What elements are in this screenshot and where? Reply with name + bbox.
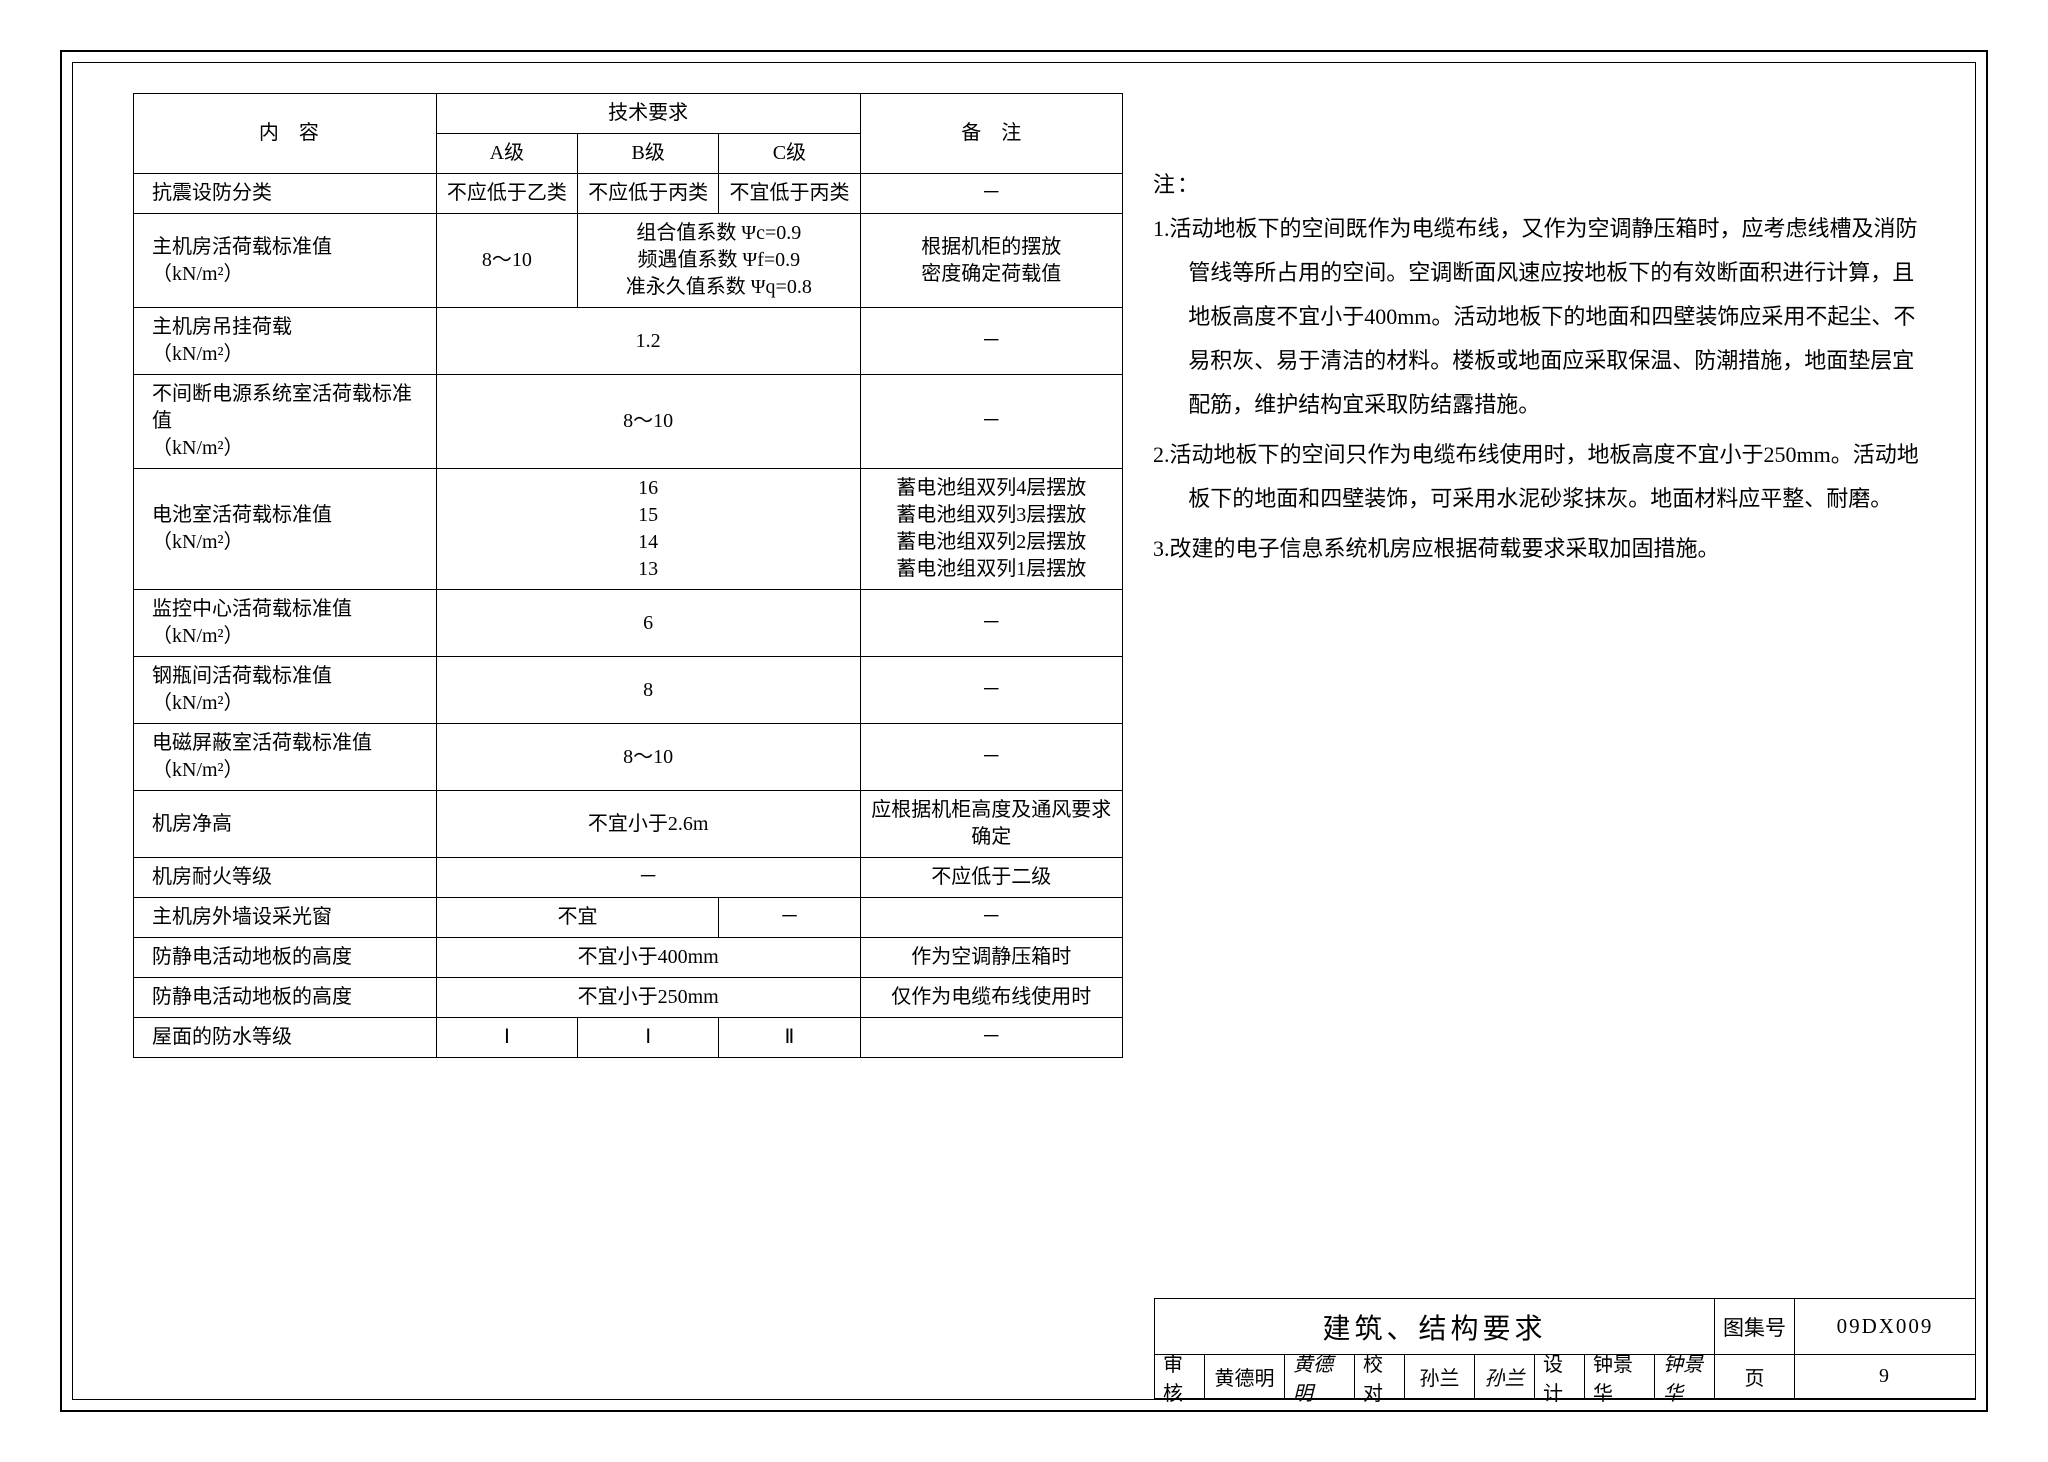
table-cell: 不宜 [436, 898, 719, 938]
table-cell: 防静电活动地板的高度 [134, 938, 437, 978]
table-row: 防静电活动地板的高度不宜小于250mm仅作为电缆布线使用时 [134, 978, 1123, 1018]
design-label: 设计 [1535, 1355, 1585, 1399]
table-cell: 不应低于丙类 [578, 174, 719, 214]
table-cell: － [860, 174, 1122, 214]
table-cell: － [860, 724, 1122, 791]
table-cell: 16151413 [436, 469, 860, 590]
note-item: 1.活动地板下的空间既作为电缆布线，又作为空调静压箱时，应考虑线槽及消防管线等所… [1153, 207, 1935, 427]
table-cell: 1.2 [436, 308, 860, 375]
table-cell: 不应低于乙类 [436, 174, 577, 214]
table-cell: 主机房活荷载标准值（kN/m²） [134, 214, 437, 308]
table-row: 机房净高不宜小于2.6m应根据机柜高度及通风要求确定 [134, 791, 1123, 858]
table-cell: 8～10 [436, 724, 860, 791]
title-block: 建筑、结构要求 图集号 09DX009 审核 黄德明 黄德明 校对 孙兰 孙兰 … [1154, 1298, 1975, 1399]
table-cell: － [719, 898, 860, 938]
table-cell: 主机房外墙设采光窗 [134, 898, 437, 938]
table-cell: 机房净高 [134, 791, 437, 858]
notes-label: 注： [1153, 163, 1935, 207]
check-name: 孙兰 [1405, 1355, 1475, 1399]
table-row: 不间断电源系统室活荷载标准值（kN/m²）8～10－ [134, 375, 1123, 469]
notes-body: 1.活动地板下的空间既作为电缆布线，又作为空调静压箱时，应考虑线槽及消防管线等所… [1153, 207, 1935, 571]
table-cell: 蓄电池组双列4层摆放蓄电池组双列3层摆放蓄电池组双列2层摆放蓄电池组双列1层摆放 [860, 469, 1122, 590]
table-cell: － [860, 308, 1122, 375]
note-item: 3.改建的电子信息系统机房应根据荷载要求采取加固措施。 [1153, 527, 1935, 571]
th-b: B级 [578, 134, 719, 174]
atlas-value: 09DX009 [1795, 1299, 1975, 1355]
table-cell: － [860, 898, 1122, 938]
review-name: 黄德明 [1205, 1355, 1285, 1399]
table-cell: 作为空调静压箱时 [860, 938, 1122, 978]
table-cell: 不宜低于丙类 [719, 174, 860, 214]
review-label: 审核 [1155, 1355, 1205, 1399]
table-cell: 不宜小于400mm [436, 938, 860, 978]
atlas-label: 图集号 [1715, 1299, 1795, 1355]
table-cell: － [860, 375, 1122, 469]
table-cell: 机房耐火等级 [134, 858, 437, 898]
table-row: 主机房吊挂荷载（kN/m²）1.2－ [134, 308, 1123, 375]
page-label: 页 [1715, 1355, 1795, 1399]
table-row: 主机房活荷载标准值（kN/m²）8～10组合值系数 Ψc=0.9频遇值系数 Ψf… [134, 214, 1123, 308]
table-row: 监控中心活荷载标准值（kN/m²）6－ [134, 590, 1123, 657]
table-cell: － [860, 1018, 1122, 1058]
table-row: 电池室活荷载标准值（kN/m²）16151413蓄电池组双列4层摆放蓄电池组双列… [134, 469, 1123, 590]
note-item: 2.活动地板下的空间只作为电缆布线使用时，地板高度不宜小于250mm。活动地板下… [1153, 433, 1935, 521]
th-content: 内 容 [134, 94, 437, 174]
table-cell: 主机房吊挂荷载（kN/m²） [134, 308, 437, 375]
table-cell: Ⅰ [436, 1018, 577, 1058]
table-cell: Ⅱ [719, 1018, 860, 1058]
table-cell: 不宜小于2.6m [436, 791, 860, 858]
design-name: 钟景华 [1585, 1355, 1655, 1399]
table-cell: 应根据机柜高度及通风要求确定 [860, 791, 1122, 858]
table-cell: － [860, 657, 1122, 724]
table-cell: 不宜小于250mm [436, 978, 860, 1018]
page-value: 9 [1795, 1355, 1975, 1399]
table-cell: 8 [436, 657, 860, 724]
table-cell: 根据机柜的摆放密度确定荷载值 [860, 214, 1122, 308]
th-c: C级 [719, 134, 860, 174]
table-cell: 组合值系数 Ψc=0.9频遇值系数 Ψf=0.9准永久值系数 Ψq=0.8 [578, 214, 861, 308]
table-cell: 8～10 [436, 375, 860, 469]
table-cell: － [860, 590, 1122, 657]
table-row: 钢瓶间活荷载标准值（kN/m²）8－ [134, 657, 1123, 724]
spec-table: 内 容 技术要求 备 注 A级 B级 C级 抗震设防分类不应低于乙类不应低于丙类… [133, 93, 1123, 1058]
table-row: 防静电活动地板的高度不宜小于400mm作为空调静压箱时 [134, 938, 1123, 978]
th-a: A级 [436, 134, 577, 174]
check-signature: 孙兰 [1475, 1355, 1535, 1399]
table-cell: 抗震设防分类 [134, 174, 437, 214]
table-cell: 电磁屏蔽室活荷载标准值（kN/m²） [134, 724, 437, 791]
th-remark: 备 注 [860, 94, 1122, 174]
table-row: 抗震设防分类不应低于乙类不应低于丙类不宜低于丙类－ [134, 174, 1123, 214]
table-cell: 钢瓶间活荷载标准值（kN/m²） [134, 657, 437, 724]
table-cell: 屋面的防水等级 [134, 1018, 437, 1058]
table-row: 机房耐火等级－不应低于二级 [134, 858, 1123, 898]
table-cell: Ⅰ [578, 1018, 719, 1058]
table-row: 主机房外墙设采光窗不宜－－ [134, 898, 1123, 938]
table-cell: 不应低于二级 [860, 858, 1122, 898]
design-signature: 钟景华 [1655, 1355, 1715, 1399]
review-signature: 黄德明 [1285, 1355, 1355, 1399]
table-cell: 电池室活荷载标准值（kN/m²） [134, 469, 437, 590]
table-cell: 8～10 [436, 214, 577, 308]
table-cell: 仅作为电缆布线使用时 [860, 978, 1122, 1018]
table-cell: － [436, 858, 860, 898]
table-row: 屋面的防水等级ⅠⅠⅡ－ [134, 1018, 1123, 1058]
check-label: 校对 [1355, 1355, 1405, 1399]
table-cell: 6 [436, 590, 860, 657]
table-cell: 监控中心活荷载标准值（kN/m²） [134, 590, 437, 657]
table-cell: 不间断电源系统室活荷载标准值（kN/m²） [134, 375, 437, 469]
th-tech: 技术要求 [436, 94, 860, 134]
table-cell: 防静电活动地板的高度 [134, 978, 437, 1018]
table-row: 电磁屏蔽室活荷载标准值（kN/m²）8～10－ [134, 724, 1123, 791]
